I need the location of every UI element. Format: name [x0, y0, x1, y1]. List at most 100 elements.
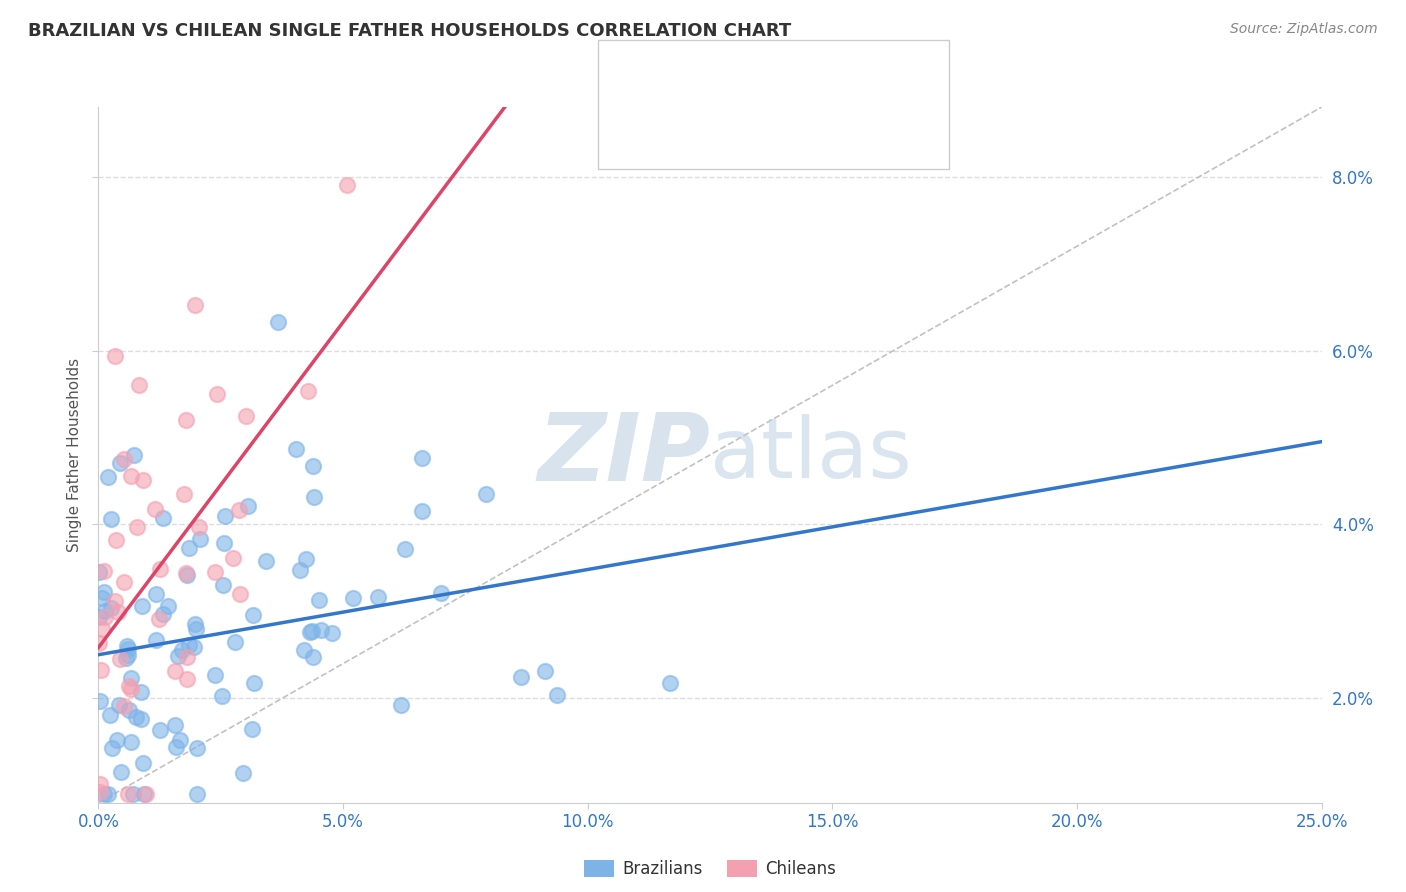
- Point: [128, 378, 150, 392]
- Point: [235, 409, 257, 424]
- Point: [204, 565, 226, 579]
- Point: [232, 766, 254, 780]
- Point: [148, 612, 170, 626]
- Point: [290, 564, 312, 578]
- Point: [298, 624, 321, 639]
- Point: [93, 564, 115, 578]
- Point: [132, 756, 155, 771]
- Text: atlas: atlas: [710, 415, 911, 495]
- Point: [120, 671, 142, 685]
- Point: [143, 502, 166, 516]
- Point: [89, 777, 111, 791]
- Point: [114, 698, 136, 713]
- Point: [229, 587, 252, 601]
- Point: [93, 787, 115, 801]
- Point: [411, 504, 433, 518]
- Point: [176, 567, 198, 582]
- Point: [228, 503, 250, 517]
- Legend: Brazilians, Chileans: Brazilians, Chileans: [576, 854, 844, 885]
- Text: Source: ZipAtlas.com: Source: ZipAtlas.com: [1230, 22, 1378, 37]
- Point: [115, 650, 138, 665]
- Point: [509, 670, 531, 684]
- Point: [112, 575, 135, 590]
- Point: [302, 490, 325, 504]
- Point: [176, 649, 198, 664]
- Point: [212, 535, 235, 549]
- Point: [367, 591, 389, 605]
- Point: [336, 178, 359, 192]
- Point: [174, 413, 197, 427]
- Text: N =: N =: [811, 68, 851, 86]
- Point: [89, 693, 111, 707]
- Point: [321, 626, 343, 640]
- Point: [165, 717, 187, 731]
- Point: [87, 636, 110, 650]
- Point: [242, 607, 264, 622]
- Point: [184, 623, 207, 637]
- Point: [212, 577, 235, 591]
- FancyBboxPatch shape: [619, 55, 647, 98]
- Point: [546, 688, 568, 702]
- Point: [169, 733, 191, 747]
- Point: [211, 689, 233, 703]
- Point: [267, 315, 290, 329]
- Point: [117, 648, 139, 662]
- Point: [93, 604, 115, 618]
- Point: [145, 632, 167, 647]
- Point: [658, 676, 681, 690]
- Point: [183, 640, 205, 655]
- Point: [125, 710, 148, 724]
- Point: [222, 551, 245, 566]
- Point: [152, 511, 174, 525]
- Point: [394, 542, 416, 557]
- Point: [254, 554, 277, 568]
- Point: [294, 552, 316, 566]
- Text: R =: R =: [659, 68, 699, 86]
- Point: [91, 591, 114, 605]
- Point: [90, 664, 112, 678]
- Point: [122, 448, 145, 462]
- Point: [205, 387, 228, 401]
- Point: [176, 566, 198, 581]
- Point: [475, 487, 498, 501]
- Point: [107, 698, 129, 712]
- Point: [152, 607, 174, 621]
- Point: [118, 703, 141, 717]
- Point: [100, 511, 122, 525]
- Point: [184, 617, 207, 632]
- Point: [115, 639, 138, 653]
- Point: [533, 664, 555, 678]
- Point: [118, 679, 141, 693]
- Point: [163, 664, 186, 678]
- Point: [117, 787, 139, 801]
- Point: [129, 684, 152, 698]
- Point: [236, 500, 259, 514]
- Point: [107, 606, 129, 620]
- Point: [186, 740, 208, 755]
- Point: [149, 562, 172, 576]
- Text: BRAZILIAN VS CHILEAN SINGLE FATHER HOUSEHOLDS CORRELATION CHART: BRAZILIAN VS CHILEAN SINGLE FATHER HOUSE…: [28, 22, 792, 40]
- Point: [430, 586, 453, 600]
- Point: [204, 668, 226, 682]
- Point: [224, 635, 246, 649]
- FancyBboxPatch shape: [619, 112, 647, 153]
- Point: [170, 643, 193, 657]
- Point: [120, 468, 142, 483]
- Point: [100, 600, 122, 615]
- Text: R =: R =: [659, 124, 699, 142]
- Point: [97, 787, 120, 801]
- Point: [176, 672, 198, 686]
- Point: [342, 591, 364, 605]
- Text: 42: 42: [862, 124, 884, 142]
- Point: [97, 470, 120, 484]
- Point: [104, 349, 127, 363]
- Point: [89, 785, 111, 799]
- Point: [179, 541, 201, 555]
- Point: [107, 733, 129, 747]
- Point: [297, 384, 319, 398]
- Point: [411, 450, 433, 465]
- Point: [132, 474, 155, 488]
- Point: [89, 610, 111, 624]
- Point: [90, 622, 112, 636]
- Point: [302, 649, 325, 664]
